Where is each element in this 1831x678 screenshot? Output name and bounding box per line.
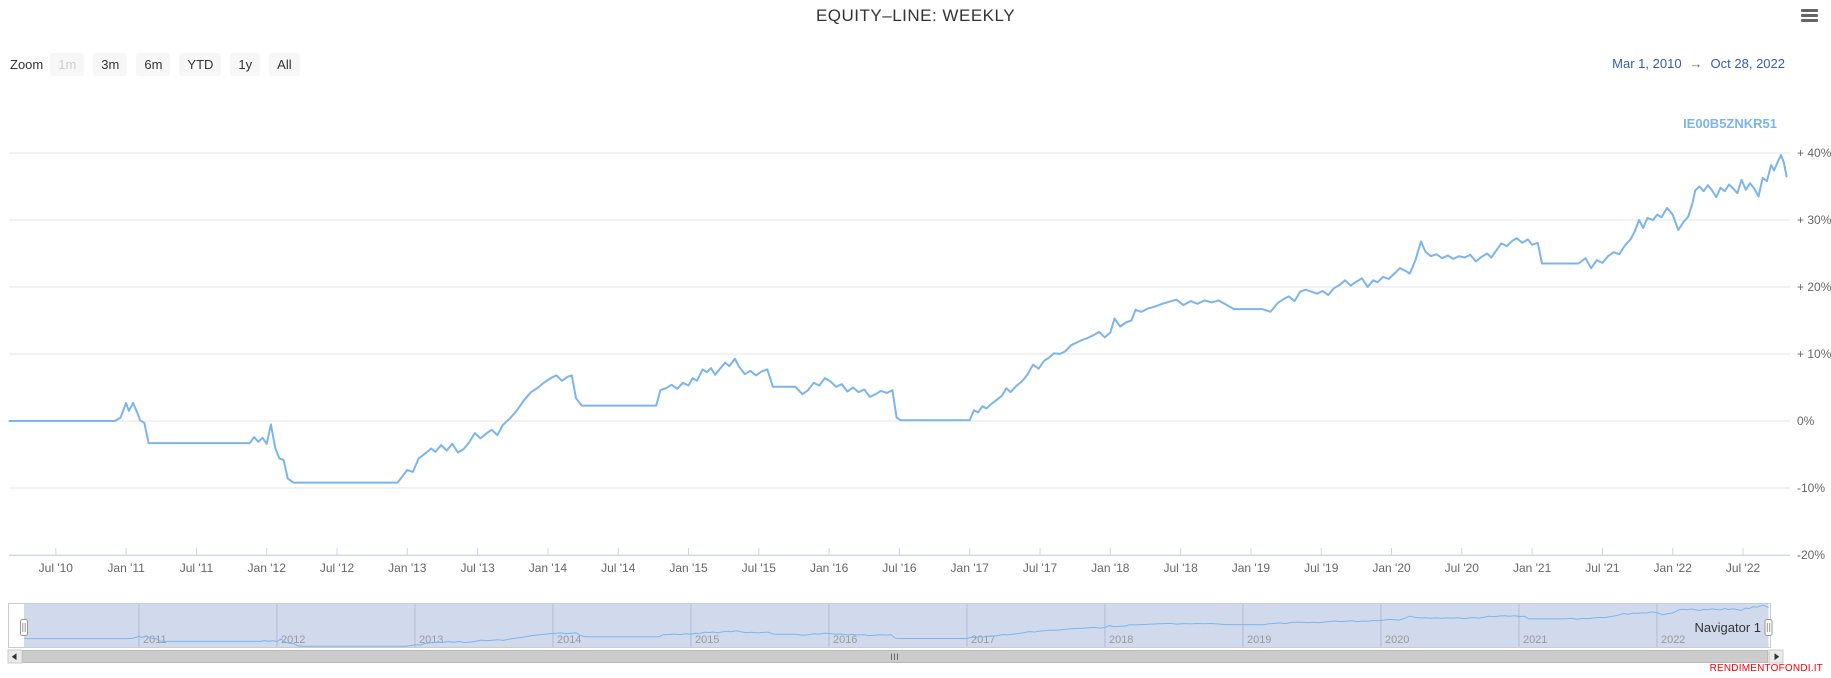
hamburger-menu-icon[interactable]	[1801, 9, 1818, 22]
range-arrow-icon: →	[1689, 56, 1703, 71]
x-axis-label: Jul '14	[601, 561, 636, 575]
navigator-series-line	[24, 604, 1769, 647]
x-axis-label: Jan '11	[107, 561, 145, 575]
navigator-mask[interactable]	[24, 604, 1769, 647]
navigator-year-label: 2020	[1385, 634, 1409, 646]
scrollbar-left-arrow-icon	[11, 653, 17, 661]
navigator-year-label: 2016	[833, 634, 857, 646]
x-axis-label: Jan '15	[669, 561, 708, 575]
navigator-year-label: 2012	[281, 634, 305, 646]
zoom-label: Zoom	[10, 57, 44, 72]
navigator-year-label: 2015	[695, 634, 719, 646]
range-selector: Zoom 1m 3m 6m YTD 1y All	[10, 53, 309, 76]
x-axis-label: Jan '20	[1372, 561, 1411, 575]
x-axis-label: Jul '13	[460, 561, 495, 575]
range-to-date[interactable]: Oct 28, 2022	[1710, 56, 1785, 71]
navigator-year-label: 2022	[1661, 634, 1685, 646]
navigator-title: Navigator 1	[1695, 620, 1761, 635]
zoom-button-1m: 1m	[50, 53, 85, 76]
zoom-buttons-group: 1m 3m 6m YTD 1y All	[50, 53, 308, 76]
zoom-button-3m[interactable]: 3m	[93, 53, 128, 76]
y-axis-label: -20%	[1797, 548, 1825, 562]
x-axis-label: Jan '18	[1091, 561, 1130, 575]
series-label: IE00B5ZNKR51	[1683, 116, 1777, 131]
x-axis-label: Jul '21	[1585, 561, 1620, 575]
x-axis-label: Jul '15	[742, 561, 777, 575]
scrollbar-right-arrow-icon	[1774, 653, 1780, 661]
navigator-year-label: 2013	[419, 634, 443, 646]
x-axis-label: Jul '22	[1726, 561, 1761, 575]
navigator-left-handle[interactable]	[20, 619, 28, 636]
x-axis-label: Jul '19	[1304, 561, 1339, 575]
y-axis-label: -10%	[1797, 481, 1825, 495]
y-axis-label: + 20%	[1797, 280, 1831, 294]
x-axis-label: Jan '13	[388, 561, 427, 575]
x-axis-label: Jan '21	[1513, 561, 1552, 575]
navigator-year-label: 2011	[143, 634, 167, 646]
range-from-date[interactable]: Mar 1, 2010	[1612, 56, 1682, 71]
y-axis-label: 0%	[1797, 414, 1815, 428]
menu-bar	[1801, 9, 1818, 12]
x-axis-label: Jul '10	[39, 561, 74, 575]
navigator-year-label: 2018	[1109, 634, 1133, 646]
zoom-button-6m[interactable]: 6m	[136, 53, 171, 76]
y-axis-label: + 10%	[1797, 347, 1831, 361]
zoom-button-ytd[interactable]: YTD	[179, 53, 222, 76]
x-axis-label: Jan '19	[1232, 561, 1271, 575]
menu-bar	[1801, 19, 1818, 22]
menu-bar	[1801, 14, 1818, 17]
x-axis-label: Jan '12	[248, 561, 287, 575]
equity-line-series[interactable]	[8, 154, 1788, 484]
zoom-button-1y[interactable]: 1y	[230, 53, 261, 76]
y-axis-label: + 30%	[1797, 213, 1831, 227]
navigator-year-label: 2021	[1523, 634, 1547, 646]
y-axis-label: + 40%	[1797, 146, 1831, 160]
x-axis-label: Jan '22	[1654, 561, 1693, 575]
x-axis-label: Jul '17	[1023, 561, 1058, 575]
x-axis-label: Jul '20	[1445, 561, 1480, 575]
x-axis-label: Jul '12	[320, 561, 355, 575]
watermark: RENDIMENTOFONDI.IT	[1709, 663, 1823, 674]
chart-title: EQUITY–LINE: WEEKLY	[815, 6, 1016, 25]
x-axis-label: Jul '11	[180, 561, 214, 575]
date-range-display: Mar 1, 2010 → Oct 28, 2022	[1612, 56, 1785, 71]
x-axis-label: Jan '16	[810, 561, 849, 575]
navigator-right-handle[interactable]	[1764, 619, 1773, 636]
x-axis-label: Jul '18	[1163, 561, 1198, 575]
x-axis-label: Jan '17	[951, 561, 990, 575]
navigator-year-label: 2014	[557, 634, 581, 646]
x-axis-label: Jan '14	[529, 561, 568, 575]
zoom-button-all[interactable]: All	[269, 53, 300, 76]
x-axis-label: Jul '16	[882, 561, 917, 575]
navigator-year-label: 2019	[1247, 634, 1271, 646]
